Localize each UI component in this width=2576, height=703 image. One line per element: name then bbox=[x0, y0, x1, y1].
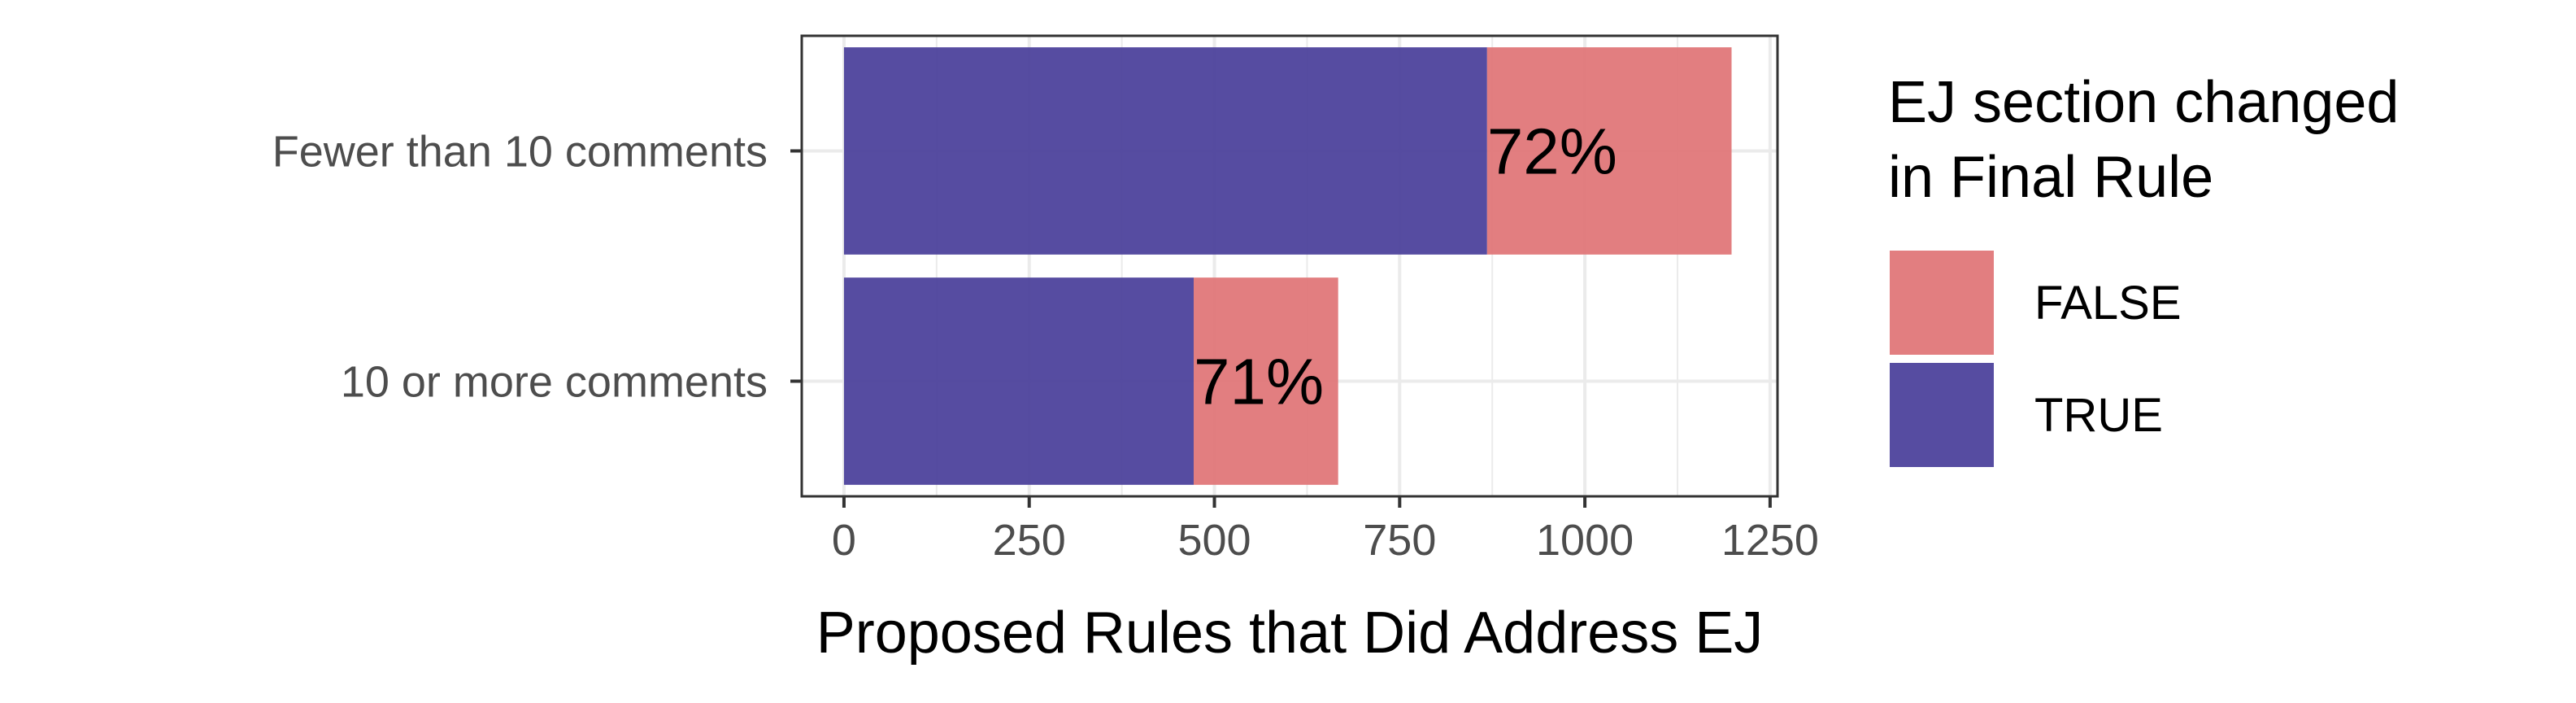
x-axis-title: Proposed Rules that Did Address EJ bbox=[816, 600, 1764, 666]
x-tick-label: 1250 bbox=[1721, 516, 1819, 565]
legend-label: TRUE bbox=[2034, 389, 2163, 442]
bar-false-0 bbox=[1486, 47, 1732, 255]
x-tick-label: 250 bbox=[993, 516, 1066, 565]
y-tick-label: Fewer than 10 comments bbox=[272, 128, 768, 177]
bar-true-1 bbox=[843, 277, 1194, 485]
x-axis-ticks: 0 250 500 750 1000 1250 bbox=[832, 496, 1819, 565]
legend-title: EJ section changed bbox=[1888, 70, 2399, 135]
data-labels: 72% 71% bbox=[1194, 116, 1617, 418]
bar-true-0 bbox=[843, 47, 1487, 255]
legend-key-true bbox=[1890, 363, 1994, 467]
y-axis-ticks: Fewer than 10 comments 10 or more comment… bbox=[272, 128, 802, 407]
data-label: 71% bbox=[1194, 346, 1324, 418]
legend-key-false bbox=[1890, 251, 1994, 355]
bars bbox=[843, 47, 1732, 485]
legend-title: in Final Rule bbox=[1888, 145, 2213, 210]
x-tick-label: 0 bbox=[832, 516, 856, 565]
bar-false-1 bbox=[1194, 277, 1338, 485]
x-tick-label: 500 bbox=[1177, 516, 1251, 565]
legend: EJ section changed in Final Rule FALSE TRUE bbox=[1888, 70, 2399, 467]
data-label: 72% bbox=[1487, 116, 1617, 188]
legend-label: FALSE bbox=[2034, 277, 2182, 330]
x-tick-label: 1000 bbox=[1536, 516, 1634, 565]
x-tick-label: 750 bbox=[1363, 516, 1436, 565]
y-tick-label: 10 or more comments bbox=[341, 358, 768, 407]
plot-border bbox=[800, 34, 1779, 498]
